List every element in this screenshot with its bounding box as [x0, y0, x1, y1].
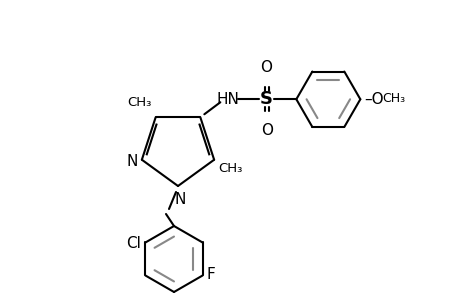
Text: S: S: [259, 90, 272, 108]
Text: Cl: Cl: [126, 236, 141, 251]
Text: N: N: [126, 154, 138, 169]
Text: –O: –O: [364, 92, 383, 107]
Text: CH₃: CH₃: [381, 92, 404, 105]
Text: HN: HN: [217, 92, 239, 107]
Text: N: N: [174, 192, 185, 207]
Text: F: F: [206, 267, 215, 282]
Text: O: O: [260, 60, 272, 75]
Text: O: O: [261, 123, 273, 138]
Text: CH₃: CH₃: [127, 96, 151, 109]
Text: CH₃: CH₃: [218, 162, 242, 175]
